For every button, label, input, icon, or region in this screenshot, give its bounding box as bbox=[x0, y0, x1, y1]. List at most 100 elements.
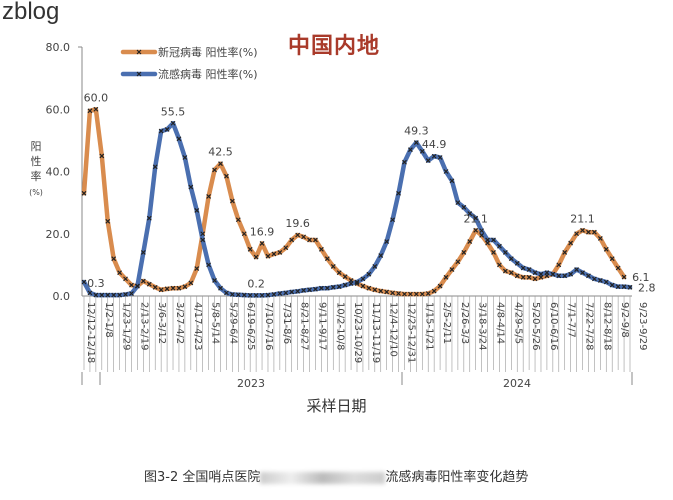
data-point-marker bbox=[81, 190, 87, 196]
data-point-marker bbox=[378, 288, 384, 294]
data-point-marker bbox=[568, 271, 574, 277]
data-point-marker bbox=[99, 153, 105, 159]
data-point-marker bbox=[437, 155, 443, 160]
x-tick-label: 2/5-2/11 bbox=[441, 302, 452, 344]
data-point-marker bbox=[354, 279, 360, 285]
x-tick-label: 9/11-9/17 bbox=[316, 302, 327, 351]
data-point-marker bbox=[93, 106, 99, 112]
data-point-marker bbox=[158, 128, 164, 134]
data-label: 0.2 bbox=[247, 277, 265, 290]
data-point-marker bbox=[105, 218, 111, 224]
y-axis-title: 阳 bbox=[31, 140, 42, 153]
data-point-marker bbox=[289, 237, 295, 243]
data-point-marker bbox=[485, 237, 490, 243]
data-point-marker bbox=[229, 198, 235, 204]
data-point-marker bbox=[348, 281, 354, 286]
x-tick-label: 12/12-12/18 bbox=[85, 302, 96, 363]
data-point-marker bbox=[99, 292, 105, 298]
x-tick-label: 9/23-9/29 bbox=[637, 302, 648, 351]
data-point-marker bbox=[586, 273, 591, 279]
data-point-marker bbox=[194, 266, 200, 272]
year-label: 2024 bbox=[503, 377, 531, 390]
data-point-marker bbox=[366, 271, 372, 277]
data-point-marker bbox=[111, 292, 117, 298]
data-point-marker bbox=[259, 292, 265, 298]
data-point-marker bbox=[212, 278, 217, 283]
caption-prefix: 图3-2 全国哨点医院 bbox=[144, 470, 261, 485]
y-axis-title: (%) bbox=[29, 188, 43, 197]
y-tick-label: 40.0 bbox=[46, 166, 71, 179]
data-point-marker bbox=[200, 237, 206, 243]
data-point-marker bbox=[526, 274, 532, 280]
legend-label: 流感病毒 阳性率(%) bbox=[158, 67, 258, 81]
data-point-marker bbox=[526, 267, 532, 272]
data-point-marker bbox=[497, 262, 502, 268]
data-point-marker bbox=[603, 246, 609, 252]
legend-label: 新冠病毒 阳性率(%) bbox=[158, 45, 258, 59]
data-point-marker bbox=[621, 284, 627, 290]
data-point-marker bbox=[562, 250, 568, 255]
data-point-marker bbox=[491, 237, 496, 243]
data-point-marker bbox=[313, 286, 318, 292]
x-tick-label: 3/6-3/12 bbox=[156, 302, 167, 344]
data-point-marker bbox=[384, 239, 390, 244]
figure-caption: 图3-2 全国哨点医院 流感病毒阳性率变化趋势 bbox=[144, 466, 528, 485]
y-tick-label: 60.0 bbox=[46, 103, 71, 116]
data-point-marker bbox=[580, 227, 585, 233]
x-tick-label: 3/18-3/24 bbox=[477, 302, 488, 351]
data-point-marker bbox=[407, 147, 413, 153]
data-point-marker bbox=[324, 285, 330, 291]
watermark: zblog bbox=[2, 0, 60, 25]
x-tick-label: 1/15-1/21 bbox=[423, 302, 434, 351]
data-point-marker bbox=[354, 281, 360, 286]
data-point-marker bbox=[366, 285, 372, 291]
data-point-marker bbox=[402, 159, 407, 165]
data-point-marker bbox=[520, 274, 526, 280]
data-point-marker bbox=[247, 292, 253, 298]
data-point-marker bbox=[413, 140, 419, 145]
data-point-marker bbox=[330, 284, 336, 290]
data-point-marker bbox=[425, 158, 431, 164]
data-point-marker bbox=[295, 288, 301, 294]
data-label: 21.1 bbox=[570, 212, 595, 225]
data-label: 55.5 bbox=[161, 105, 186, 118]
data-label: 6.1 bbox=[632, 271, 650, 284]
data-point-marker bbox=[431, 288, 437, 294]
data-point-marker bbox=[336, 270, 342, 276]
data-point-marker bbox=[218, 285, 223, 291]
data-point-marker bbox=[502, 250, 508, 255]
data-point-marker bbox=[241, 292, 247, 298]
data-point-marker bbox=[609, 282, 615, 288]
flu-line bbox=[81, 121, 633, 298]
data-point-marker bbox=[461, 250, 467, 255]
data-point-marker bbox=[586, 229, 591, 235]
x-tick-label: 7/10-7/16 bbox=[263, 302, 274, 351]
data-point-marker bbox=[313, 237, 318, 243]
data-point-marker bbox=[473, 227, 479, 233]
y-tick-label: 80.0 bbox=[46, 41, 71, 54]
x-tick-label: 11/13-11/19 bbox=[370, 302, 381, 363]
data-point-marker bbox=[152, 164, 158, 170]
data-point-marker bbox=[146, 215, 152, 221]
x-tick-label: 9/2-9/8 bbox=[619, 302, 630, 338]
data-point-marker bbox=[407, 291, 413, 297]
data-point-marker bbox=[455, 200, 461, 206]
x-tick-label: 1/23-1/29 bbox=[121, 302, 132, 351]
data-point-marker bbox=[164, 127, 170, 132]
data-point-marker bbox=[497, 243, 502, 249]
covid-line bbox=[81, 107, 627, 297]
data-point-marker bbox=[556, 273, 562, 279]
data-point-marker bbox=[170, 285, 176, 291]
data-point-marker bbox=[324, 256, 330, 262]
data-point-marker bbox=[520, 265, 526, 271]
data-point-marker bbox=[241, 231, 247, 237]
data-point-marker bbox=[194, 207, 200, 213]
data-point-marker bbox=[271, 292, 277, 297]
data-point-marker bbox=[229, 292, 235, 297]
data-point-marker bbox=[134, 283, 140, 289]
data-point-marker bbox=[283, 245, 289, 251]
data-label: 19.6 bbox=[285, 217, 310, 230]
data-point-marker bbox=[200, 231, 206, 237]
data-point-marker bbox=[253, 292, 259, 298]
data-point-marker bbox=[111, 256, 117, 262]
